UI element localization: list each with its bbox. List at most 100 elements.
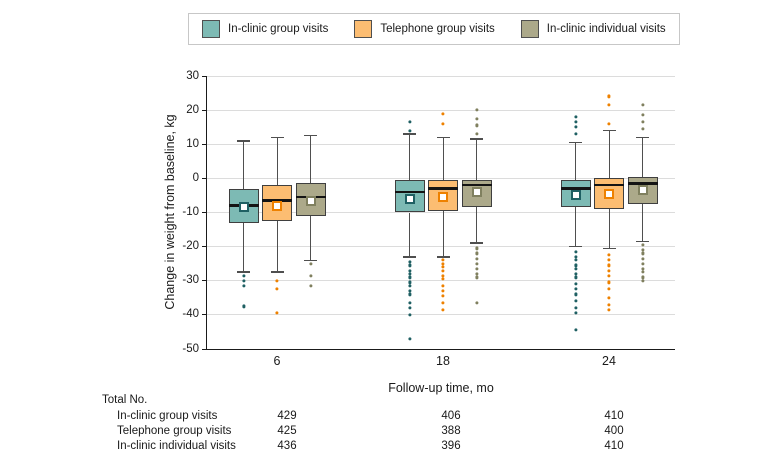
table-cell: 396 [441,440,461,452]
outlier-dot [241,304,246,308]
outlier-dot [407,272,412,276]
table-cell: 388 [441,425,461,437]
whisker-cap-high [470,138,483,140]
outlier-dot [573,311,578,315]
whisker-cap-low [270,271,284,273]
upper-whisker [608,130,610,179]
x-tick-label: 24 [602,354,616,368]
median-line [627,182,658,185]
outlier-dot [407,292,412,296]
mean-marker [637,185,648,196]
outlier-dot [441,301,445,305]
whisker-cap-high [602,129,616,132]
outlier-dot [640,248,645,252]
y-tick-label: 30 [186,69,199,82]
table-cell: 429 [277,410,297,422]
outlier-dot [573,132,578,136]
gridline [207,314,675,316]
whisker-cap-high [270,136,284,139]
outlier-dot [573,275,578,279]
outlier-dot [607,280,611,285]
table-row-label: Telephone group visits [117,425,232,437]
outlier-dot [573,272,578,276]
whisker-cap-low [237,271,250,273]
outlier-dot [607,94,611,99]
whisker-cap-low [636,240,649,243]
whisker-cap-high [237,140,250,142]
whisker-cap-high [569,141,582,144]
outlier-dot [241,279,246,283]
outlier-dot [607,268,611,273]
outlier-dot [640,275,645,279]
mean-marker [604,188,614,199]
outlier-dot [407,263,412,267]
legend-item: In-clinic individual visits [520,20,666,38]
outlier-dot [573,263,578,267]
outlier-dot [474,117,479,121]
outlier-dot [573,267,578,271]
outlier-dot [275,287,279,291]
outlier-dot [573,125,578,129]
outlier-dot [640,113,645,117]
outlier-dot [474,275,479,279]
outlier-dot [607,287,611,291]
outlier-dot [407,129,412,133]
outlier-dot [441,289,445,293]
whisker-cap-high [436,136,450,139]
outlier-dot [407,280,412,285]
outlier-dot [441,277,445,281]
outlier-dot [241,274,246,278]
mean-marker [404,193,415,204]
y-tick-label: -40 [182,308,199,321]
lower-whisker [642,203,643,242]
outlier-dot [275,279,279,283]
whisker-cap-low [436,256,450,258]
outlier-dot [640,251,645,256]
table-row-label: In-clinic group visits [117,410,218,422]
gridline [207,109,675,111]
whisker-cap-high [403,133,416,135]
mean-marker [570,190,581,201]
outlier-dot [407,268,412,273]
outlier-dot [640,256,645,261]
y-tick-label: -50 [182,342,199,355]
outlier-dot [474,267,479,271]
outlier-dot [573,255,578,259]
outlier-dot [573,299,578,303]
median-line [394,190,425,194]
y-tick [202,109,207,111]
lower-whisker [442,210,444,257]
lower-whisker [476,207,477,244]
table-cell: 436 [277,440,297,452]
whisker-cap-low [569,245,582,248]
outlier-dot [407,260,412,264]
outlier-dot [474,108,479,112]
outlier-dot [474,301,479,305]
y-tick-label: 20 [186,103,199,116]
outlier-dot [275,311,279,315]
outlier-dot [407,284,412,288]
upper-whisker [310,135,311,184]
legend-label: Telephone group visits [380,23,495,35]
table-row-label: In-clinic individual visits [117,440,236,452]
outlier-dot [573,258,578,262]
outlier-dot [640,270,645,274]
table-cell: 410 [604,440,624,452]
outlier-dot [441,265,445,269]
table-cell: 410 [604,410,624,422]
y-tick-label: -10 [182,206,199,218]
outlier-dot [607,274,611,278]
outlier-dot [607,253,611,257]
outlier-dot [474,262,479,266]
upper-whisker [575,142,576,181]
outlier-dot [407,313,412,317]
whisker-cap-high [304,134,317,137]
gridline [207,212,675,213]
outlier-dot [573,250,578,254]
outlier-dot [640,120,645,124]
outlier-dot [640,262,645,266]
outlier-dot [441,284,445,288]
